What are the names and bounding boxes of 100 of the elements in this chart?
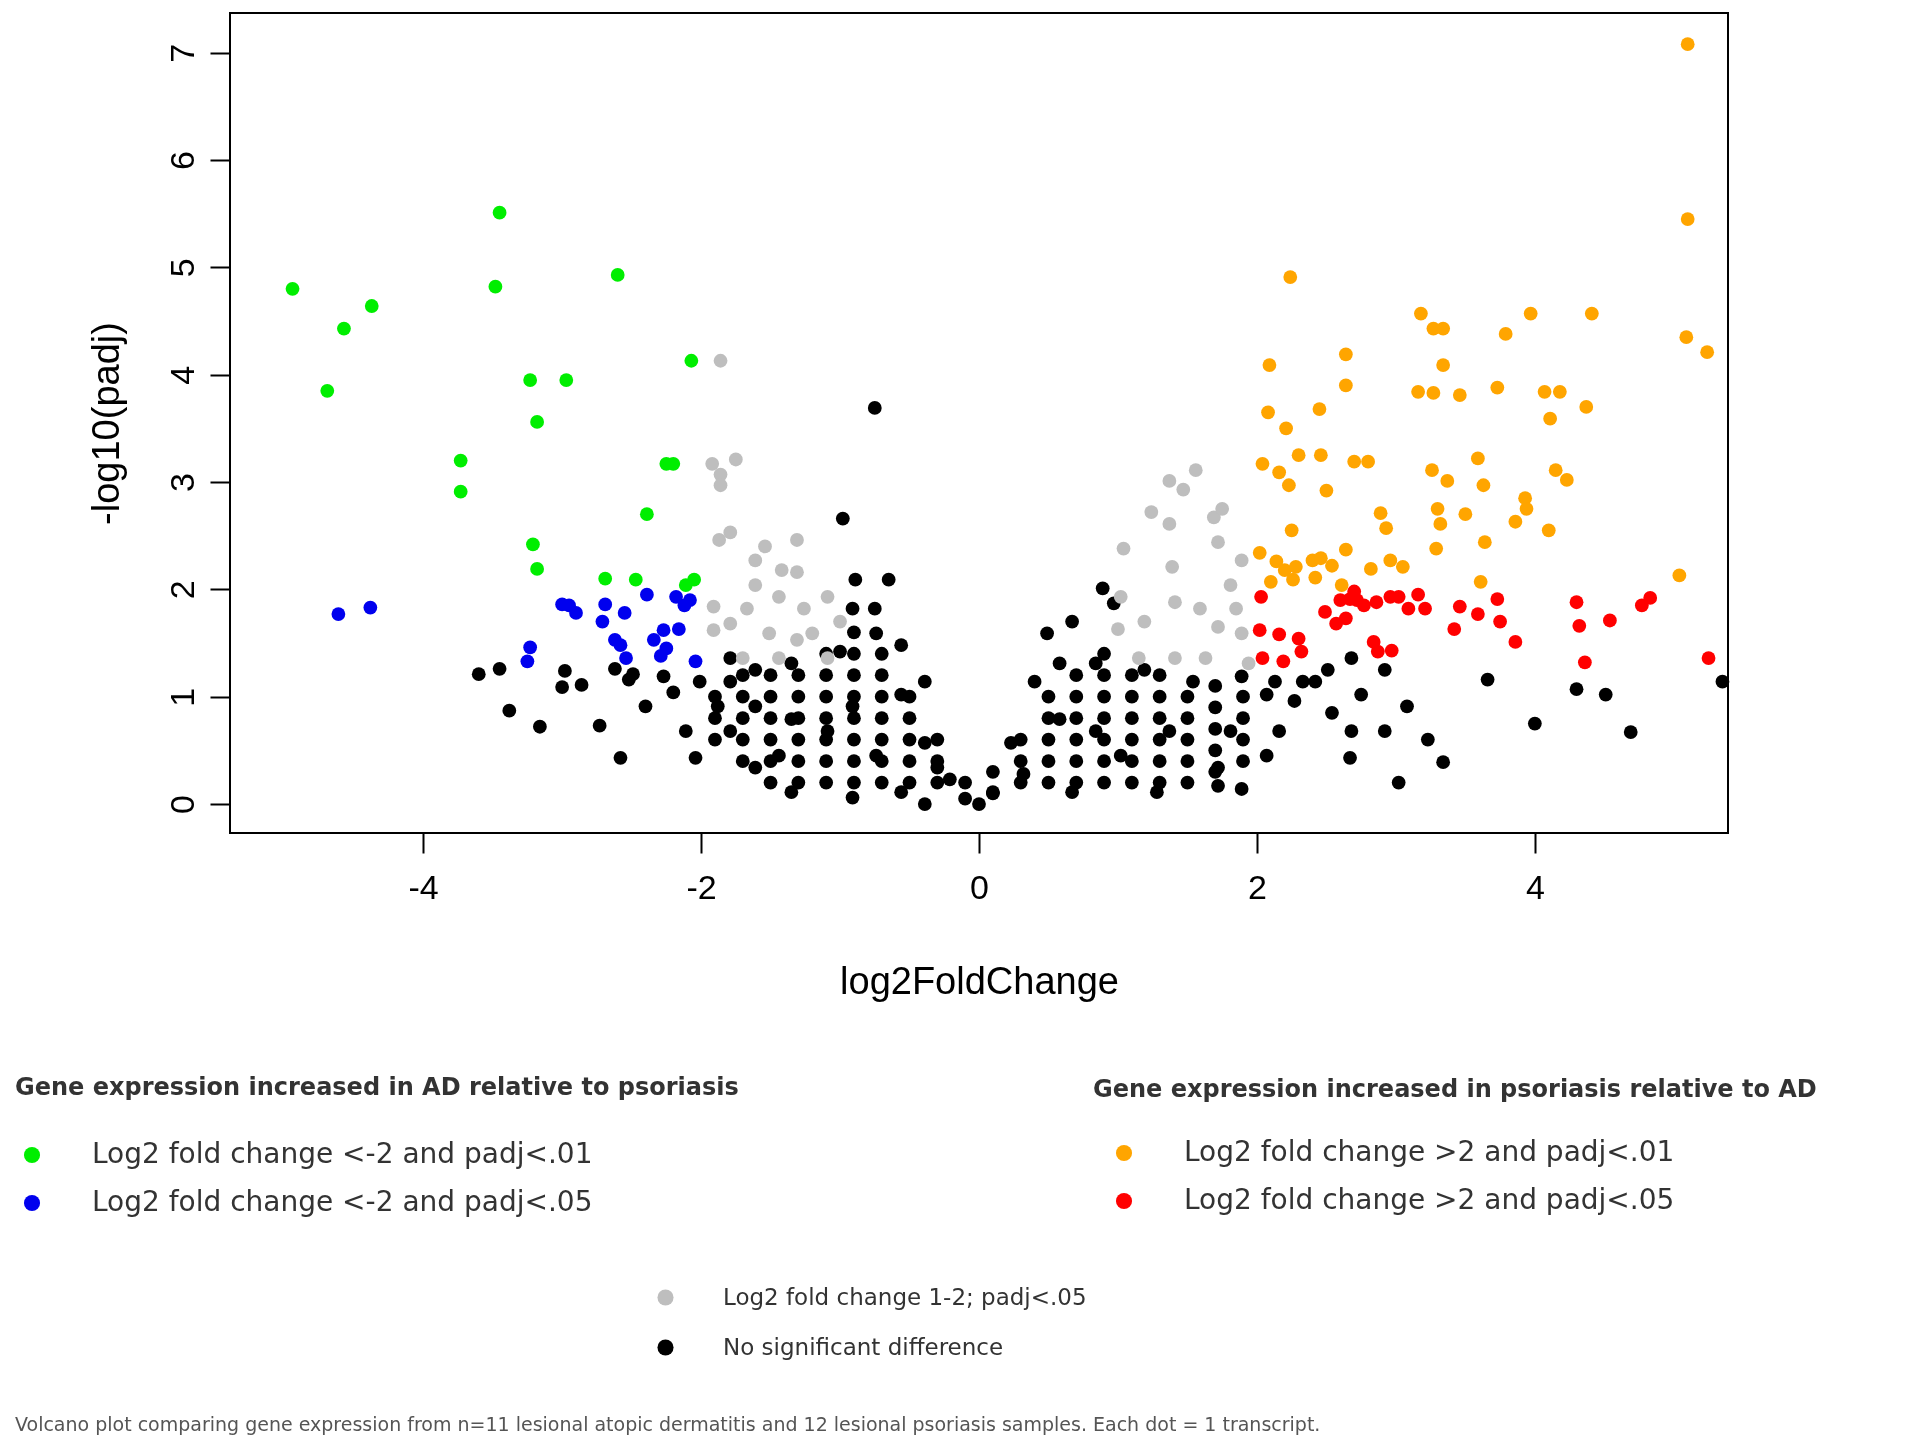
point xyxy=(712,533,727,547)
point xyxy=(639,507,654,522)
point xyxy=(735,651,750,665)
point xyxy=(1701,651,1716,665)
legend-label: Log2 fold change <-2 and padj<.05 xyxy=(92,1185,593,1218)
y-tick-label: 6 xyxy=(162,151,201,170)
point xyxy=(1384,643,1399,658)
point xyxy=(523,373,538,387)
x-tick-label: 2 xyxy=(1247,867,1267,906)
x-tick-label: -4 xyxy=(408,867,439,906)
point xyxy=(1401,601,1416,616)
point xyxy=(706,599,721,614)
point xyxy=(772,590,786,604)
point xyxy=(492,205,507,220)
point xyxy=(1111,622,1125,636)
point xyxy=(762,626,777,641)
text: Volcano plot comparing gene expression from n=11 lesional atopic dermatitis and 12 lesional psoriasis samples. Each dot = 1 transcript. xyxy=(15,1413,1321,1435)
point xyxy=(598,597,613,612)
point xyxy=(1447,622,1462,636)
point xyxy=(653,649,668,663)
x-tick-label: 0 xyxy=(970,867,989,906)
point xyxy=(1291,631,1306,646)
point xyxy=(364,299,379,313)
point xyxy=(617,606,632,620)
point xyxy=(1569,595,1584,610)
point xyxy=(1357,598,1371,613)
legend-label: Log2 fold change >2 and padj<.01 xyxy=(1184,1135,1675,1168)
point xyxy=(1493,614,1507,629)
point xyxy=(748,553,763,568)
point xyxy=(559,373,574,387)
legend-label: Log2 fold change >2 and padj<.05 xyxy=(1184,1183,1675,1216)
point xyxy=(723,616,738,631)
point xyxy=(723,525,738,540)
legend-label: No significant difference xyxy=(723,1333,1004,1360)
point xyxy=(833,614,847,629)
point xyxy=(1255,651,1270,665)
point xyxy=(1294,644,1309,659)
point xyxy=(687,572,702,587)
point xyxy=(671,622,686,636)
point xyxy=(683,593,697,607)
point xyxy=(639,587,654,602)
point xyxy=(1490,592,1505,606)
point xyxy=(758,539,772,554)
point xyxy=(598,571,613,586)
y-tick-label: 0 xyxy=(162,795,201,814)
point xyxy=(1577,655,1592,670)
point xyxy=(1165,559,1180,574)
x-axis-title: log2FoldChange xyxy=(840,959,1119,1002)
point xyxy=(1411,587,1426,602)
point xyxy=(1198,651,1213,665)
y-tick-label: 2 xyxy=(162,580,201,600)
point xyxy=(684,353,699,368)
point xyxy=(1144,505,1159,519)
point xyxy=(619,651,633,665)
point xyxy=(1602,613,1617,628)
point xyxy=(728,452,743,467)
point xyxy=(1168,595,1182,610)
point xyxy=(1229,601,1243,616)
point xyxy=(1572,618,1587,633)
point xyxy=(628,572,643,587)
y-tick-label: 3 xyxy=(162,473,201,492)
point xyxy=(1215,501,1230,516)
point xyxy=(790,533,804,547)
point xyxy=(285,281,300,296)
point xyxy=(1418,601,1432,616)
y-tick-label: 4 xyxy=(162,365,201,385)
point xyxy=(1211,620,1225,634)
point xyxy=(1508,635,1523,649)
point xyxy=(1234,626,1249,641)
point xyxy=(705,456,720,471)
point xyxy=(488,279,503,294)
point xyxy=(453,453,468,468)
y-tick-label: 1 xyxy=(162,687,201,707)
x-tick-label: 4 xyxy=(1525,867,1545,906)
point xyxy=(1116,541,1131,556)
point xyxy=(530,562,544,576)
point xyxy=(1370,644,1385,659)
point xyxy=(320,383,335,398)
point xyxy=(569,606,583,620)
point xyxy=(530,415,544,429)
x-tick-label: -2 xyxy=(686,867,717,906)
point xyxy=(1206,510,1221,525)
point xyxy=(669,590,683,604)
legend-label: Log2 fold change 1-2; padj<.05 xyxy=(723,1283,1087,1310)
point xyxy=(646,632,661,647)
point xyxy=(1168,651,1182,665)
point xyxy=(713,478,728,493)
point xyxy=(772,651,786,665)
point xyxy=(1369,595,1384,610)
point xyxy=(1272,627,1287,642)
point xyxy=(805,626,820,641)
point xyxy=(523,640,538,655)
point xyxy=(1188,463,1203,478)
point xyxy=(797,601,811,616)
point xyxy=(1254,590,1268,604)
point xyxy=(1176,482,1191,497)
point xyxy=(520,654,535,669)
point xyxy=(1162,474,1177,488)
point xyxy=(1211,535,1225,550)
y-tick-label: 7 xyxy=(162,43,201,63)
